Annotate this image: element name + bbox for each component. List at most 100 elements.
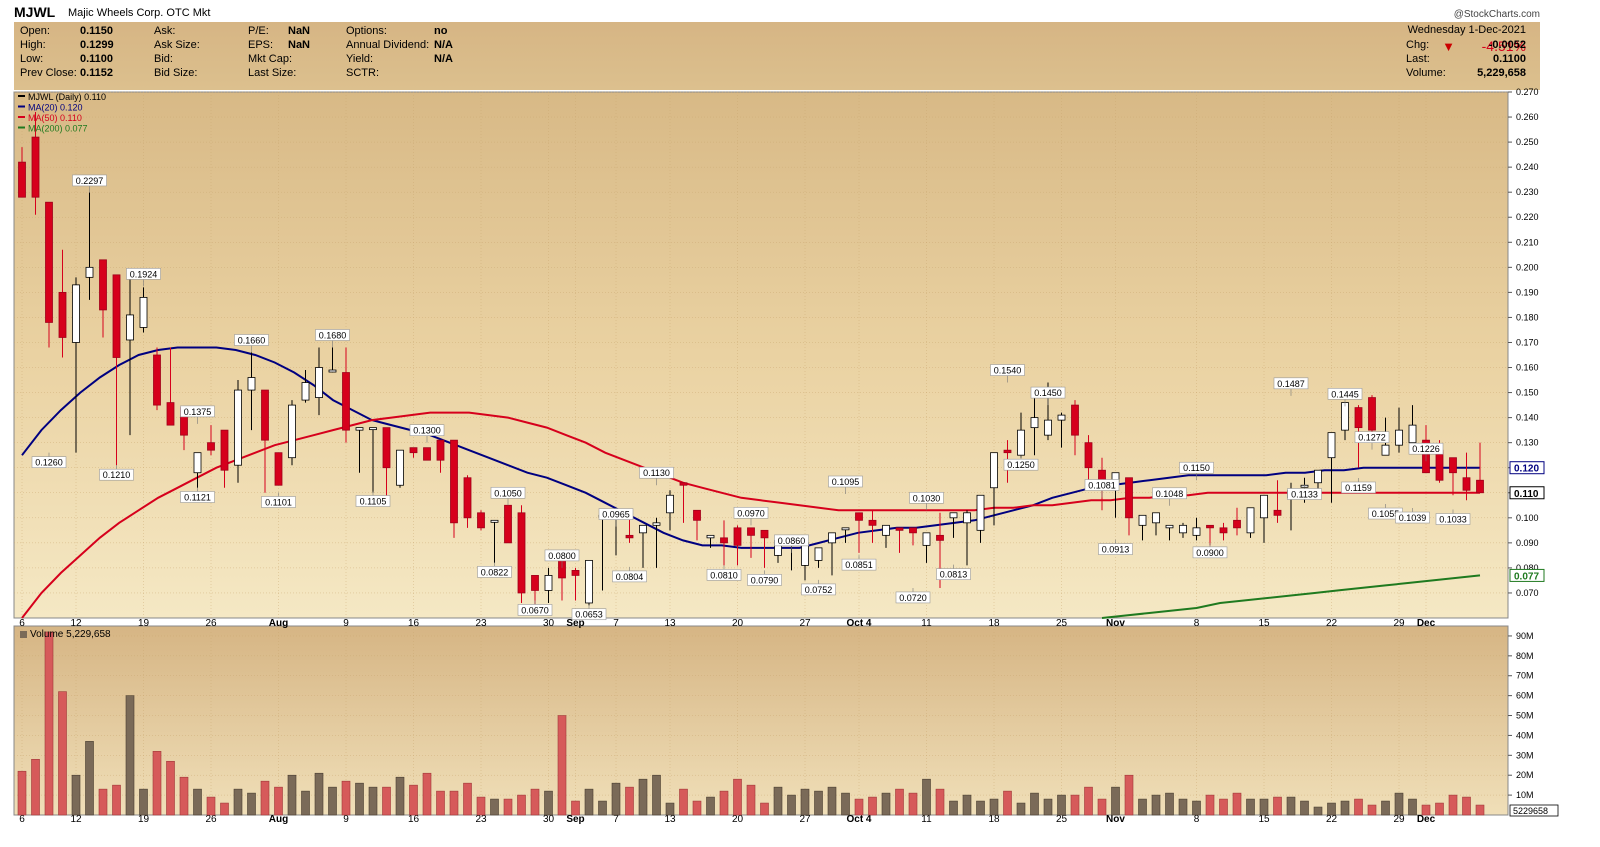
candle-body [1206, 524, 1214, 529]
price-tag-label: 0.110 [1514, 489, 1539, 500]
price-tick-label: 0.070 [1516, 588, 1539, 598]
volume-bar [841, 792, 850, 816]
volume-bar [922, 778, 931, 816]
annotation-label: 0.1272 [1358, 433, 1386, 443]
annotation-box [612, 570, 647, 583]
annotation-label: 0.1121 [184, 493, 211, 503]
candle-body [382, 427, 391, 469]
quote-label: P/E: [248, 25, 269, 37]
candle-body [166, 402, 175, 426]
candle-body [1084, 442, 1093, 469]
annotation-label: 0.1050 [494, 488, 522, 498]
candle-body [963, 512, 971, 524]
price-tick-label: 0.210 [1516, 237, 1539, 247]
volume-bar [1435, 802, 1444, 816]
volume-bar [584, 788, 594, 816]
candle-body [679, 482, 688, 486]
volume-bar [1313, 806, 1323, 816]
annotation-box [828, 475, 863, 488]
volume-bar [733, 778, 742, 816]
volume-bars [17, 631, 1485, 816]
volume-panel [13, 625, 1509, 816]
annotation-label: 0.1150 [1183, 463, 1210, 473]
volume-bar [139, 788, 148, 816]
quote-label: Chg: [1406, 39, 1430, 51]
quote-label: Low: [20, 53, 44, 65]
annotation-box [841, 558, 877, 571]
candle-body [1327, 432, 1336, 459]
annotation-box [99, 468, 134, 481]
annotation-label: 0.1450 [1034, 388, 1062, 398]
annotation-label: 0.0813 [940, 570, 968, 580]
volume-bar [1192, 800, 1201, 816]
candle-body [936, 534, 944, 541]
annotation-label: 0.0810 [710, 570, 738, 580]
candle-body [1219, 527, 1228, 534]
volume-bar [611, 782, 621, 816]
annotation-box [490, 486, 526, 499]
price-tag-box [1509, 568, 1545, 582]
annotation-box [517, 604, 553, 616]
annotation-box [733, 507, 769, 519]
volume-bar [1381, 800, 1390, 816]
annotation-box [639, 466, 674, 479]
annotation-label: 0.1445 [1331, 389, 1359, 399]
quote-value: -0.0052 [1488, 39, 1526, 51]
time-tick-label: 6 [19, 618, 25, 629]
legend-entry: MJWL (Daily) 0.110 [28, 92, 106, 102]
volume-bar [112, 784, 121, 816]
candle-body [1098, 469, 1106, 481]
annotation-label: 0.2297 [76, 176, 104, 186]
volume-bar [1057, 794, 1066, 816]
annotation-label: 0.0822 [481, 567, 509, 577]
volume-bar [1219, 798, 1228, 816]
time-tick-label: 18 [988, 618, 1000, 629]
annotation-label: 0.1133 [1291, 489, 1318, 499]
volume-bar [638, 778, 648, 816]
candle-body [342, 372, 350, 431]
candle-body [639, 524, 647, 534]
volume-bar [557, 715, 567, 816]
candle-body [720, 537, 728, 544]
volume-bar [989, 798, 999, 816]
volume-tick-label: 10M [1516, 790, 1534, 800]
time-tick-label: 15 [1258, 814, 1270, 825]
annotation-label: 0.1033 [1439, 515, 1467, 525]
price-tick-label: 0.090 [1516, 538, 1539, 548]
quote-value: 0.1152 [80, 67, 114, 79]
volume-tag-box [1509, 804, 1559, 817]
quote-label: Prev Close: [20, 67, 77, 79]
annotation-box [990, 364, 1025, 376]
volume-bar [895, 788, 904, 816]
candle-body [895, 527, 904, 531]
quote-value: 5,229,658 [1477, 67, 1526, 79]
annotation-box [126, 268, 161, 280]
candle-body [1435, 449, 1444, 481]
legend-entry: MA(200) 0.077 [28, 124, 88, 134]
candle-body [949, 512, 958, 519]
annotation-box [1098, 543, 1133, 555]
volume-bar [463, 782, 472, 816]
time-tick-label: 12 [70, 814, 82, 825]
volume-bar [422, 772, 432, 816]
volume-bar [301, 790, 310, 816]
price-tick-label: 0.240 [1516, 162, 1539, 172]
price-tick-label: 0.150 [1516, 388, 1539, 398]
candle-body [1233, 519, 1241, 529]
time-tick-label: Dec [1417, 814, 1436, 825]
time-tick-label: 25 [1056, 814, 1068, 825]
quote-label: Options: [346, 25, 387, 37]
volume-bar [44, 631, 54, 816]
candle-body [693, 509, 701, 521]
annotation-label: 0.1260 [35, 458, 63, 468]
quote-value: 0.1150 [80, 25, 114, 37]
quote-label: Last Size: [248, 67, 297, 79]
time-tick-label: 11 [921, 618, 932, 629]
volume-bar [679, 788, 688, 816]
candle-body [922, 532, 931, 546]
volume-bar [881, 792, 891, 816]
candle-body [1368, 397, 1376, 431]
annotation-box [355, 495, 391, 507]
price-tick-label: 0.140 [1516, 413, 1539, 423]
candle-body [504, 504, 512, 544]
